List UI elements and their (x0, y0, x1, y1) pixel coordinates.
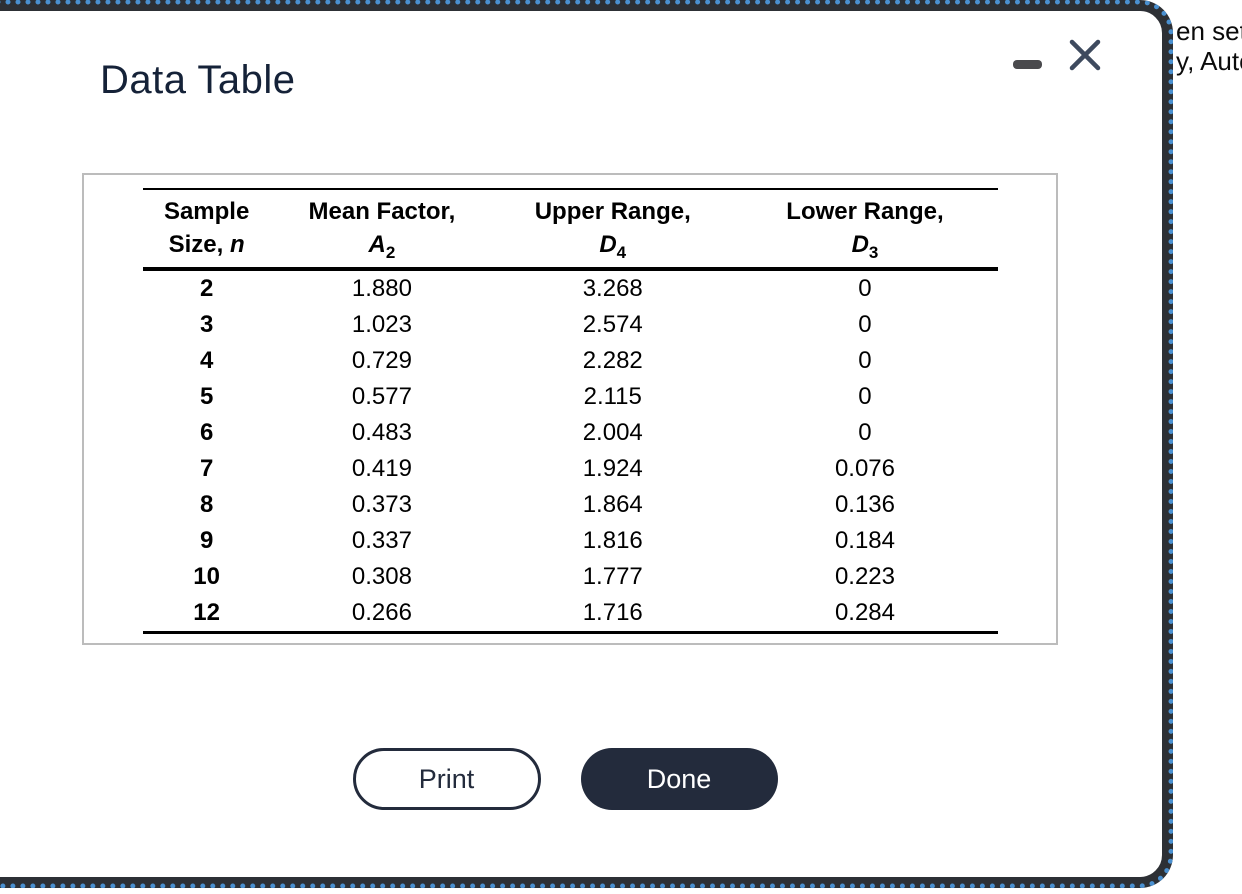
table-cell: 0 (858, 419, 872, 446)
data-table-dialog: Data Table Sample Size, n Mean Factor, A2 Up… (0, 0, 1173, 888)
table-header-row: Sample Size, n Mean Factor, A2 Upper Range, D… (142, 189, 998, 269)
table-cell: 0.284 (834, 599, 895, 626)
table-cell: 1.816 (582, 527, 643, 554)
table-row: 6 0.483 2.004 0 (143, 415, 998, 451)
table-cell: 0.577 (351, 383, 412, 410)
table-cell: 2.004 (582, 419, 643, 446)
dialog-title: Data Table (100, 58, 296, 102)
table-row: 7 0.419 1.924 0.076 (143, 451, 998, 487)
table-body: 2 1.880 3.268 0 3 1.023 2.574 0 4 0.729 2.282 0 5 0.5… (142, 269, 998, 633)
table-cell: 0.483 (351, 419, 412, 446)
column-header: Lower Range, D3 (786, 198, 944, 262)
table-cell: 10 (193, 563, 220, 590)
table-cell: 0.729 (351, 347, 412, 374)
table-cell: 0 (858, 311, 872, 338)
print-button[interactable]: Print (352, 748, 541, 810)
background-text-line2: y, Auto (1176, 46, 1242, 76)
table-cell: 5 (199, 383, 214, 410)
table-row: 3 1.023 2.574 0 (143, 307, 998, 343)
factors-table: Sample Size, n Mean Factor, A2 Upper Range, D… (142, 188, 998, 634)
close-icon[interactable] (1064, 34, 1106, 76)
table-cell: 3 (199, 311, 214, 338)
table-cell: 0.373 (351, 491, 412, 518)
table-cell: 0.184 (834, 527, 895, 554)
table-cell: 3.268 (582, 275, 643, 302)
table-cell: 1.023 (351, 311, 412, 338)
table-cell: 2 (199, 275, 214, 302)
table-cell: 2.282 (582, 347, 643, 374)
table-cell: 0.308 (351, 563, 412, 590)
window-controls (1013, 34, 1106, 76)
table-cell: 0.337 (351, 527, 412, 554)
table-cell: 0.419 (351, 455, 412, 482)
table-cell: 1.880 (351, 275, 412, 302)
column-header: Sample Size, n (163, 198, 250, 258)
table-cell: 1.777 (582, 563, 643, 590)
table-cell: 2.115 (583, 383, 642, 410)
table-cell: 1.924 (582, 455, 643, 482)
table-row: 8 0.373 1.864 0.136 (143, 487, 998, 523)
dialog-buttons: Print Done (0, 748, 1130, 810)
table-cell: 8 (199, 491, 214, 518)
minimize-icon[interactable] (1013, 60, 1042, 69)
table-panel: Sample Size, n Mean Factor, A2 Upper Range, D… (82, 173, 1058, 645)
column-header: Upper Range, D4 (534, 198, 691, 262)
table-cell: 0 (858, 275, 872, 302)
table-row: 5 0.577 2.115 0 (143, 379, 998, 415)
table-cell: 0.223 (834, 563, 895, 590)
table-cell: 2.574 (582, 311, 643, 338)
table-cell: 12 (193, 599, 220, 626)
table-cell: 1.864 (582, 491, 643, 518)
table-cell: 4 (199, 347, 214, 374)
table-cell: 0 (858, 383, 872, 410)
table-row: 4 0.729 2.282 0 (143, 343, 998, 379)
background-page-text: en set y, Auto (1176, 16, 1242, 76)
table-cell: 0.266 (351, 599, 412, 626)
table-row: 10 0.308 1.777 0.223 (143, 559, 998, 595)
table-cell: 7 (199, 455, 214, 482)
background-text-line1: en set (1176, 16, 1242, 46)
table-cell: 1.716 (582, 599, 643, 626)
table-row: 9 0.337 1.816 0.184 (143, 523, 998, 559)
column-header: Mean Factor, A2 (308, 198, 456, 262)
table-cell: 0.076 (834, 455, 895, 482)
table-header: Sample Size, n Mean Factor, A2 Upper Range, D… (142, 189, 998, 269)
table-cell: 9 (199, 527, 214, 554)
table-row: 12 0.266 1.716 0.284 (143, 595, 998, 633)
table-row: 2 1.880 3.268 0 (143, 269, 998, 307)
table-cell: 0 (858, 347, 872, 374)
done-button[interactable]: Done (580, 748, 778, 810)
table-cell: 0.136 (834, 491, 895, 518)
table-cell: 6 (199, 419, 214, 446)
